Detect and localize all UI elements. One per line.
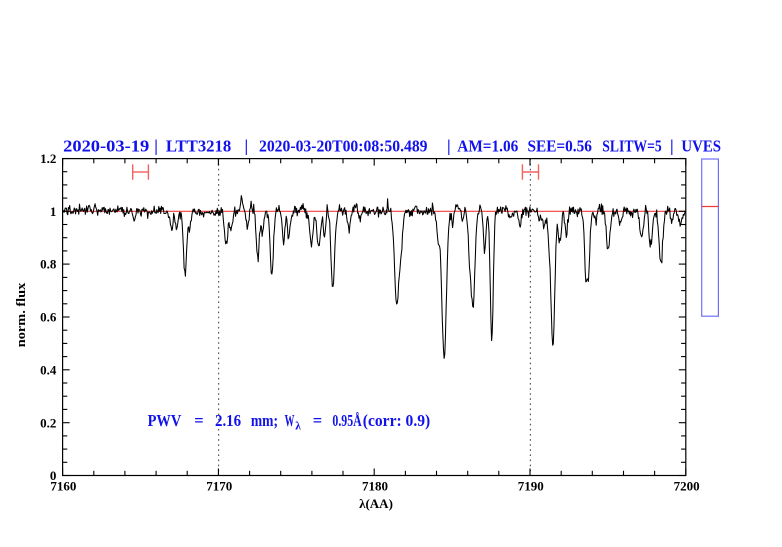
svg-text:λ(AA): λ(AA) <box>359 496 393 511</box>
svg-text:norm. flux: norm. flux <box>13 282 28 347</box>
svg-text:0.4: 0.4 <box>40 362 57 377</box>
svg-text:7180: 7180 <box>362 479 388 494</box>
svg-text:2020-03-19|LTT3218|2020-03-20T: 2020-03-19 | LTT3218 | 2020-03-20T00:08:50.4… <box>63 136 721 155</box>
svg-text:7160: 7160 <box>50 479 76 494</box>
svg-text:7200: 7200 <box>674 479 700 494</box>
svg-text:0.6: 0.6 <box>40 310 57 325</box>
svg-text:7170: 7170 <box>206 479 232 494</box>
svg-text:0.8: 0.8 <box>40 257 57 272</box>
svg-text:1.2: 1.2 <box>40 151 56 166</box>
svg-text:7190: 7190 <box>518 479 544 494</box>
svg-text:0.2: 0.2 <box>40 415 56 430</box>
svg-text:1: 1 <box>50 204 57 219</box>
svg-text:0: 0 <box>50 468 57 483</box>
